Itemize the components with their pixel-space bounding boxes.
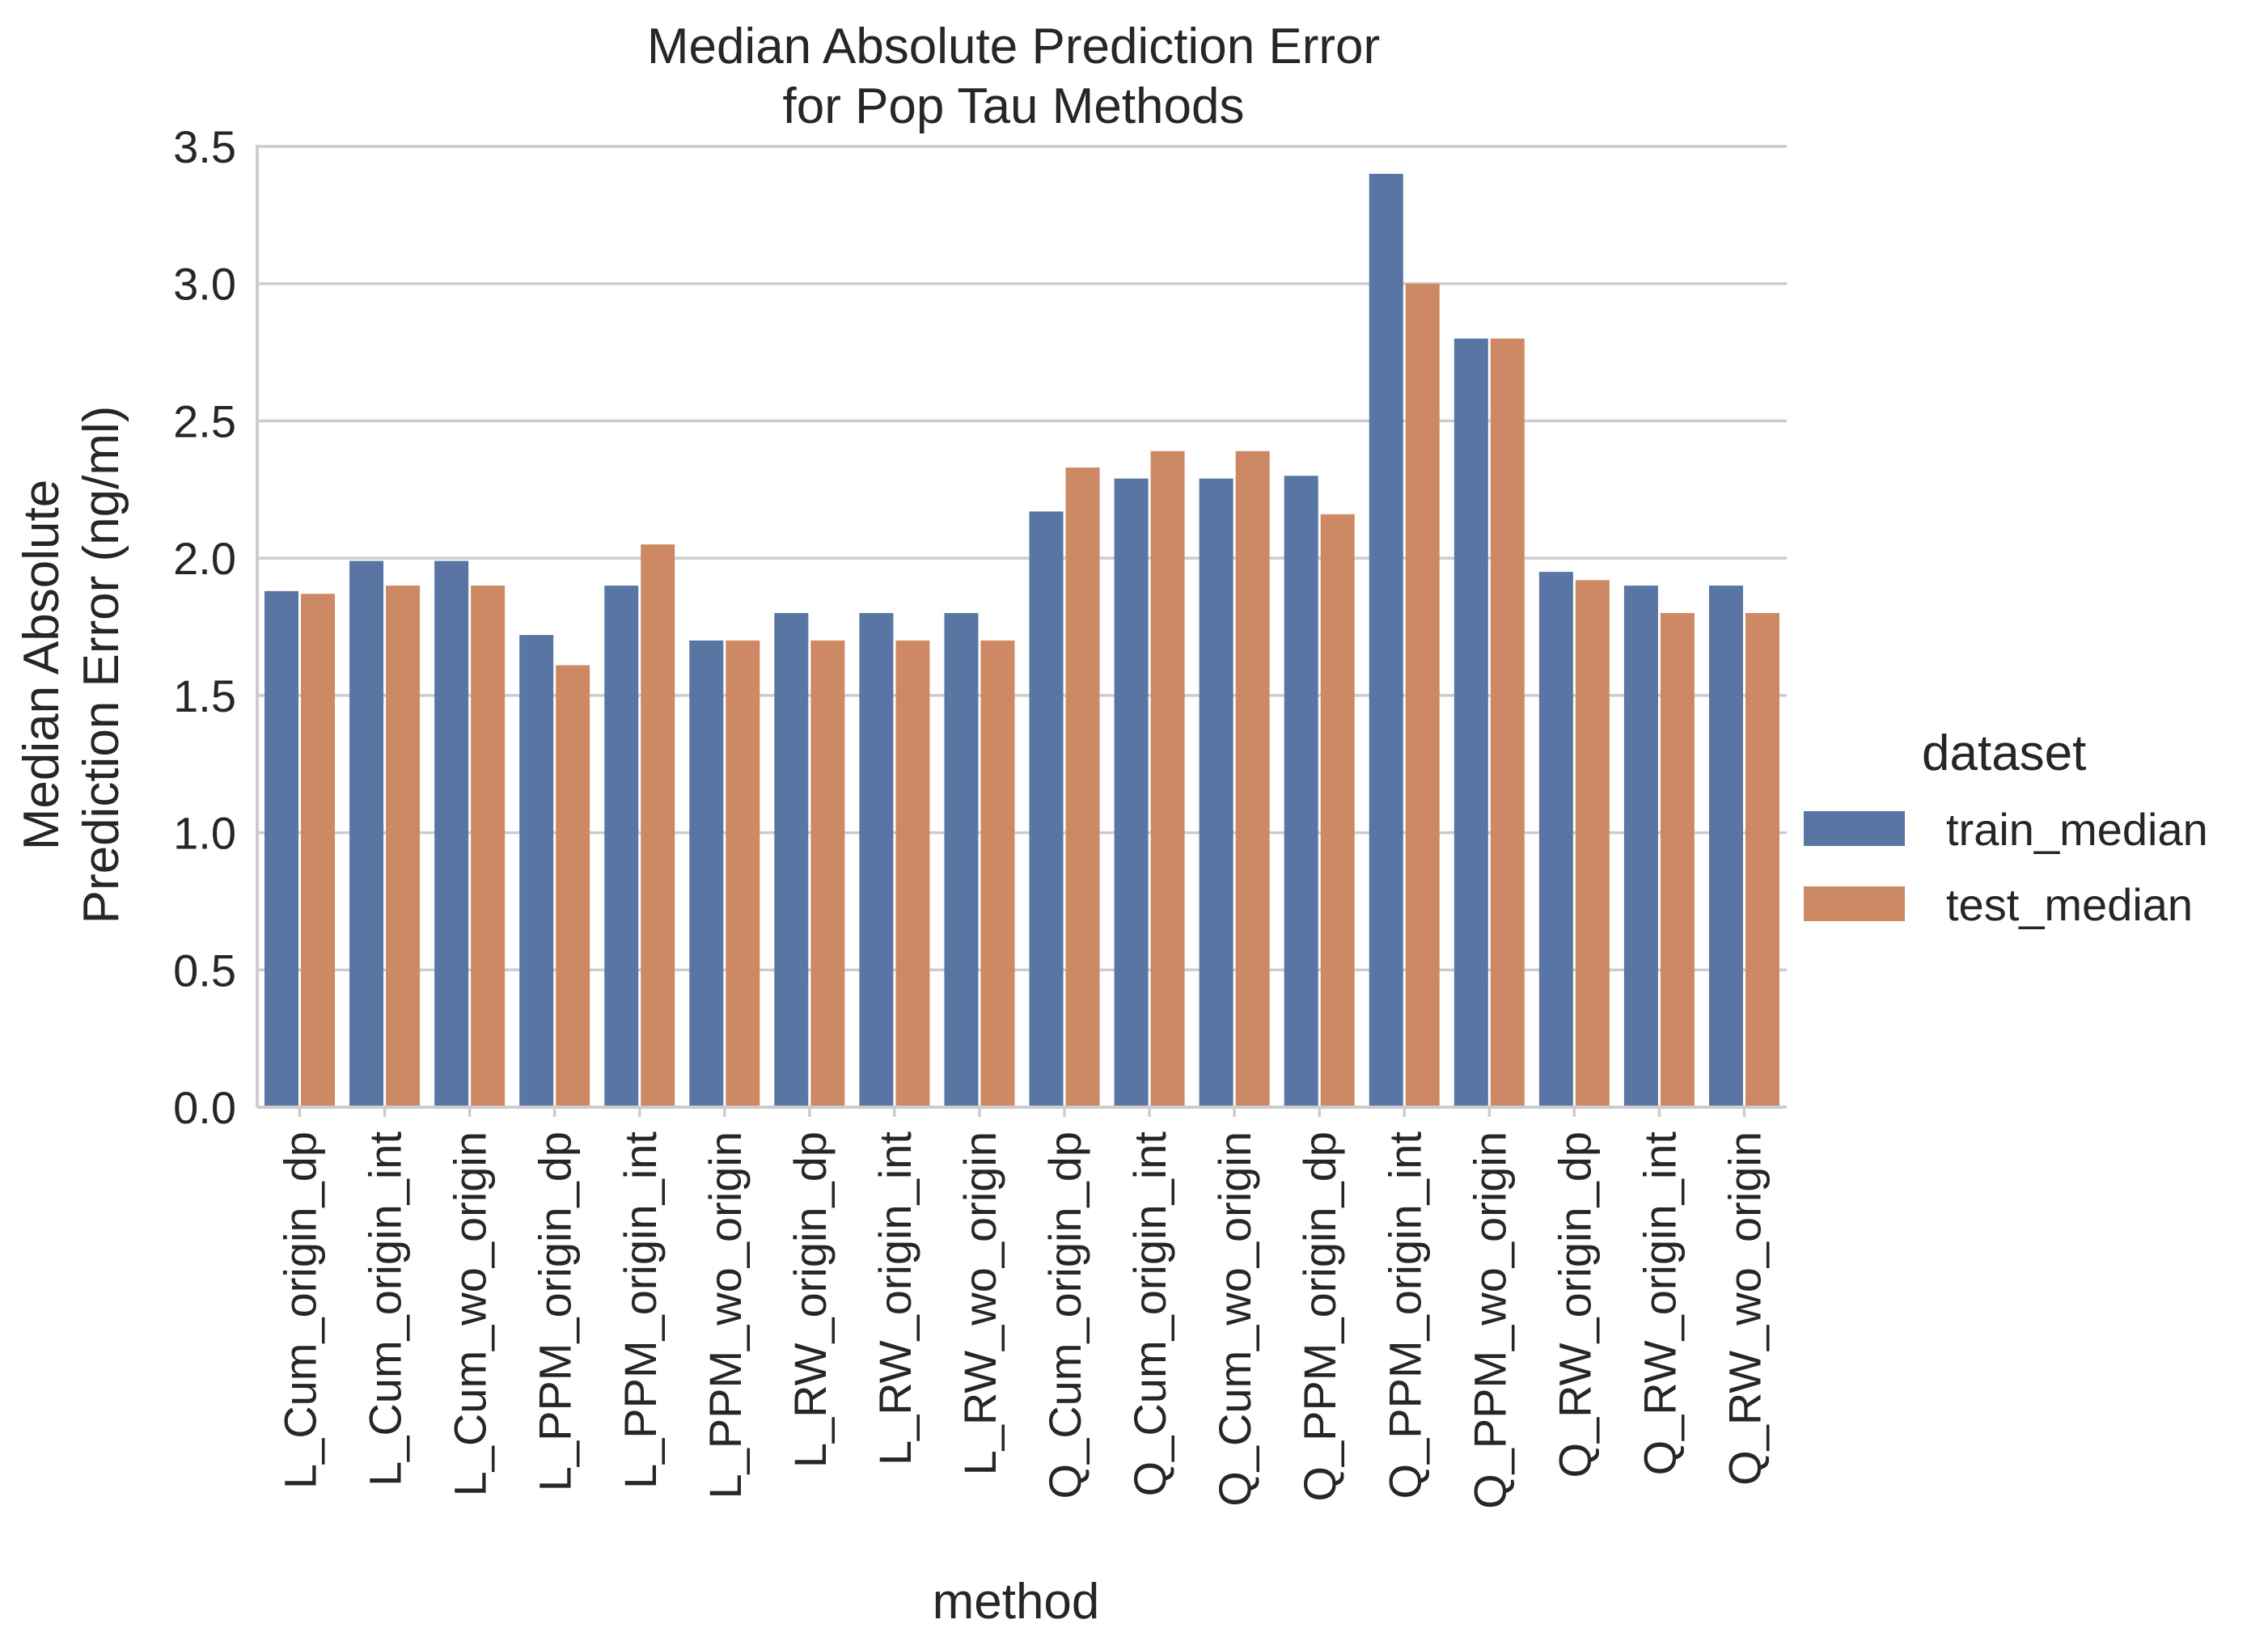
bar-test_median [1065, 467, 1100, 1107]
bar-train_median [434, 560, 469, 1107]
x-tick-label: L_RW_origin_dp [785, 1131, 836, 1468]
x-tick-label: L_Cum_wo_origin [445, 1131, 496, 1496]
bar-test_median [810, 640, 845, 1107]
bar-test_median [1490, 338, 1525, 1108]
bar-test_median [301, 594, 336, 1107]
bar-train_median [519, 635, 554, 1107]
legend-swatch-test [1804, 886, 1905, 921]
bar-train_median [1199, 478, 1233, 1107]
y-axis-label-line1: Median Absolute [14, 480, 70, 850]
x-tick-label: L_PPM_origin_dp [530, 1131, 581, 1491]
bar-test_median [1745, 613, 1779, 1107]
legend-title: dataset [1922, 725, 2086, 781]
bar-test_median [1235, 450, 1270, 1107]
x-tick-label: Q_Cum_origin_int [1124, 1131, 1175, 1497]
bar-test_median [1405, 283, 1440, 1107]
x-tick-label: L_PPM_wo_origin [700, 1131, 751, 1499]
bar-train_median [1114, 478, 1149, 1107]
y-tick-label: 2.0 [173, 533, 236, 584]
bar-train_median [264, 590, 299, 1107]
bar-test_median [1320, 514, 1355, 1107]
tick-labels: 0.0 0.5 1.0 1.5 2.0 2.5 3.0 3.5 L_Cum_origin_dp L… [173, 121, 1770, 1509]
bar-test_median [895, 640, 930, 1107]
y-tick-label: 1.5 [173, 670, 236, 721]
legend-swatch-train [1804, 811, 1905, 846]
axes [256, 145, 1787, 1117]
bar-test_median [1575, 580, 1610, 1107]
bar-test_median [726, 640, 760, 1107]
bar-train_median [944, 613, 979, 1107]
bar-test_median [641, 544, 675, 1107]
bar-train_median [1029, 511, 1064, 1107]
bar-train_median [1453, 338, 1488, 1108]
y-tick-label: 3.0 [173, 259, 236, 310]
y-tick-label: 2.5 [173, 395, 236, 446]
x-tick-label: Q_RW_wo_origin [1719, 1131, 1770, 1486]
x-tick-label: Q_Cum_wo_origin [1209, 1131, 1260, 1507]
bar-train_median [774, 613, 809, 1107]
y-tick-label: 0.0 [173, 1082, 236, 1133]
grid-lines [257, 145, 1787, 1109]
bar-train_median [1538, 572, 1573, 1107]
legend-label-test: test_median [1946, 879, 2193, 930]
x-tick-label: Q_PPM_origin_dp [1294, 1131, 1345, 1502]
y-axis-label-line2: Prediction Error (ng/ml) [74, 406, 129, 924]
chart-subtitle: for Pop Tau Methods [783, 78, 1245, 134]
bar-train_median [1623, 586, 1658, 1107]
x-tick-label: L_RW_origin_int [870, 1131, 920, 1465]
bar-train_median [604, 586, 639, 1107]
bar-train_median [689, 640, 724, 1107]
bar-test_median [471, 586, 506, 1107]
x-tick-label: L_Cum_origin_dp [275, 1131, 326, 1489]
x-tick-label: Q_PPM_origin_int [1379, 1131, 1430, 1499]
x-tick-label: L_RW_wo_origin [954, 1131, 1005, 1475]
y-tick-label: 3.5 [173, 121, 236, 172]
legend: dataset train_median test_median [1804, 725, 2208, 930]
x-tick-label: L_Cum_origin_int [360, 1131, 411, 1486]
bar-train_median [859, 613, 894, 1107]
bar-test_median [1150, 450, 1185, 1107]
chart-title: Median Absolute Prediction Error [647, 19, 1380, 74]
bar-test_median [980, 640, 1015, 1107]
x-tick-label: Q_Cum_origin_dp [1039, 1131, 1090, 1499]
bar-train_median [1708, 586, 1743, 1107]
y-tick-label: 0.5 [173, 945, 236, 996]
bar-test_median [386, 586, 421, 1107]
bar-test_median [1660, 613, 1695, 1107]
bar-train_median [1284, 476, 1318, 1107]
bar-test_median [556, 665, 590, 1107]
x-tick-label: Q_RW_origin_dp [1549, 1131, 1600, 1478]
x-axis-label: method [933, 1574, 1100, 1630]
x-tick-label: Q_RW_origin_int [1634, 1131, 1685, 1476]
legend-label-train: train_median [1946, 804, 2208, 855]
bar-train_median [1369, 173, 1403, 1107]
x-tick-label: Q_PPM_wo_origin [1464, 1131, 1515, 1509]
y-tick-label: 1.0 [173, 808, 236, 859]
bars [264, 173, 1779, 1108]
bar-train_median [349, 560, 384, 1107]
y-axis-label: Median Absolute Prediction Error (ng/ml) [14, 406, 129, 924]
x-tick-label: L_PPM_origin_int [615, 1131, 666, 1489]
